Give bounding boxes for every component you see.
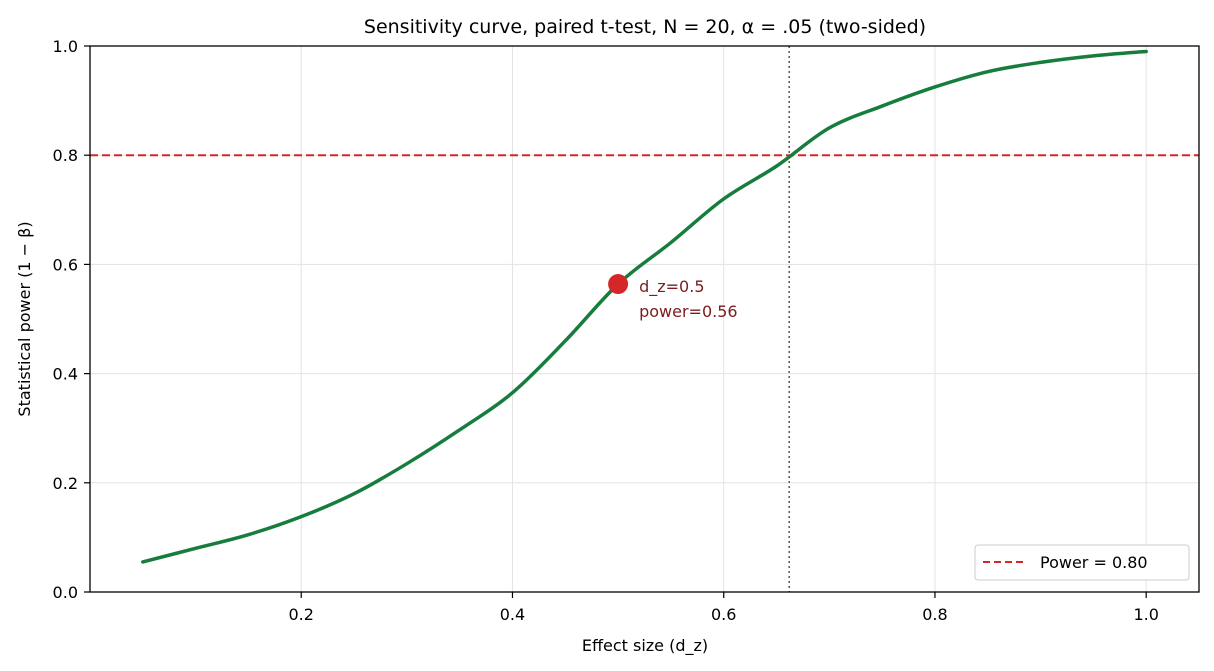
highlight: d_z=0.5 power=0.56 [608, 274, 738, 321]
y-tick-label: 0.6 [53, 255, 78, 274]
ticks: 0.2 0.4 0.6 0.8 1.0 0.0 0.2 0.4 0.6 0.8 1.0 [53, 37, 1159, 624]
reference-lines [90, 46, 1199, 592]
y-tick-label: 0.8 [53, 146, 78, 165]
y-tick-label: 0.4 [53, 365, 78, 384]
x-tick-label: 1.0 [1133, 605, 1158, 624]
x-tick-label: 0.2 [289, 605, 314, 624]
y-tick-label: 0.2 [53, 474, 78, 493]
power-curve-line [141, 49, 1148, 564]
highlight-point-label: d_z=0.5 [639, 277, 704, 297]
y-tick-label: 1.0 [53, 37, 78, 56]
x-axis-label: Effect size (d_z) [582, 636, 708, 656]
x-tick-label: 0.8 [922, 605, 947, 624]
highlight-point-marker [608, 274, 629, 295]
y-tick-label: 0.0 [53, 583, 78, 602]
x-tick-label: 0.6 [711, 605, 736, 624]
legend: Power = 0.80 [974, 544, 1190, 581]
plot-frame [89, 45, 1200, 593]
series [141, 49, 1148, 564]
legend-box [974, 544, 1190, 581]
highlight-point-label: power=0.56 [639, 302, 737, 321]
chart-title: Sensitivity curve, paired t-test, N = 20… [364, 16, 926, 38]
x-tick-label: 0.4 [500, 605, 525, 624]
y-axis-label: Statistical power (1 − β) [15, 221, 34, 416]
legend-label-power: Power = 0.80 [1040, 553, 1148, 572]
